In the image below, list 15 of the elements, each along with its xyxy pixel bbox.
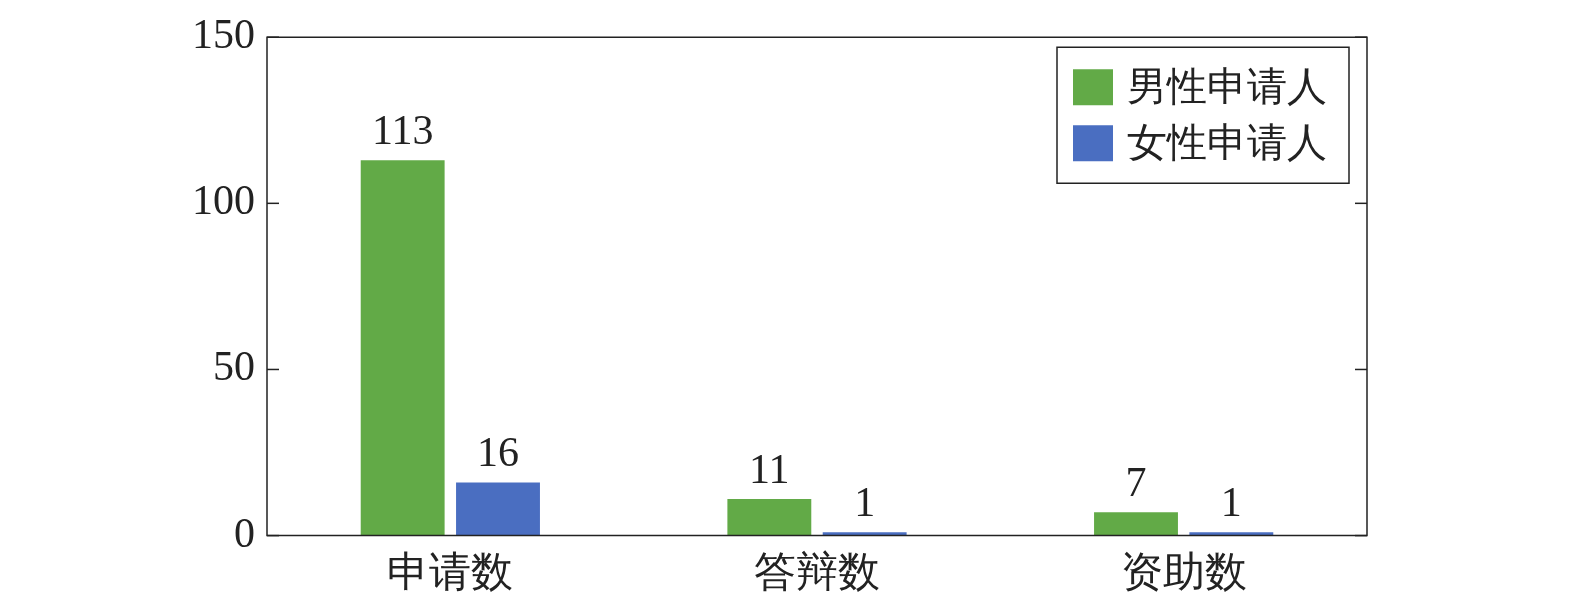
x-tick-label: 申请数 xyxy=(387,548,514,595)
y-tick-label: 0 xyxy=(234,509,255,556)
data-label: 11 xyxy=(749,446,790,493)
data-label: 7 xyxy=(1125,459,1147,506)
y-tick-label: 50 xyxy=(213,343,255,390)
data-label: 1 xyxy=(1220,479,1242,526)
x-tick-label: 答辩数 xyxy=(754,548,880,595)
data-label: 1 xyxy=(854,479,876,526)
y-tick-label: 150 xyxy=(192,11,255,58)
y-tick-label: 100 xyxy=(192,177,255,224)
x-tick-label: 资助数 xyxy=(1120,548,1247,595)
data-label: 16 xyxy=(477,429,519,476)
legend-label: 女性申请人 xyxy=(1127,119,1327,165)
data-label: 113 xyxy=(371,107,434,154)
legend-label: 男性申请人 xyxy=(1127,63,1327,109)
